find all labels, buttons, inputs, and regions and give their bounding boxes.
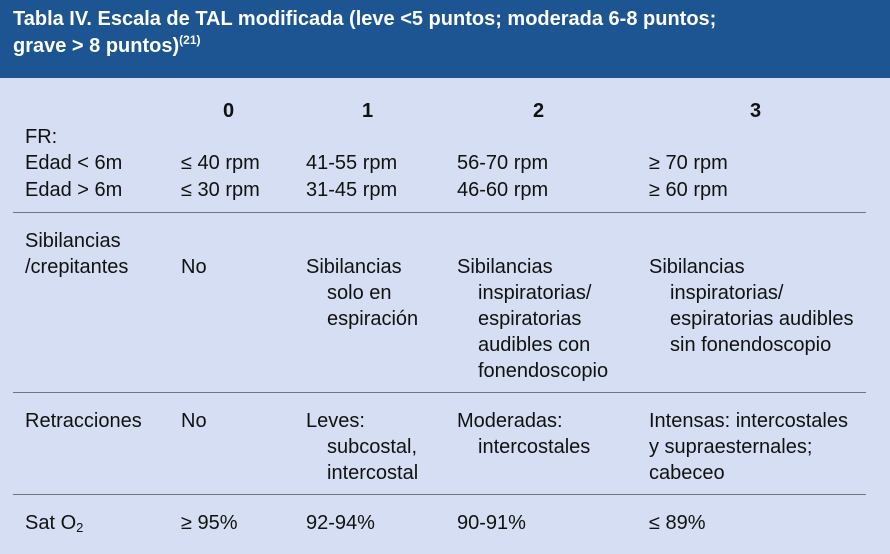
title-line-2: grave > 8 puntos)(21): [13, 33, 201, 57]
sib-cell: Sibilancias inspiratorias/ espiratorias …: [649, 256, 854, 356]
fr-cell: 46-60 rpm: [457, 179, 549, 201]
sib-cell: Sibilancias solo en espiración: [306, 256, 419, 330]
ret-cell: Intensas: intercostales y supraesternale…: [649, 410, 848, 484]
title-line-1: Tabla IV. Escala de TAL modificada (leve…: [13, 8, 717, 30]
ret-cell: No: [181, 410, 207, 432]
fr-row-label: Edad < 6m: [25, 152, 123, 174]
col-header-0: 0: [223, 100, 235, 122]
sib-cell: No: [181, 256, 207, 278]
fr-cell: ≤ 40 rpm: [181, 152, 260, 174]
sat-cell: 90-91%: [457, 512, 526, 534]
col-header-2: 2: [533, 100, 545, 122]
reference-number: (21): [179, 33, 201, 47]
fr-cell: ≤ 30 rpm: [181, 179, 260, 201]
fr-cell: ≥ 70 rpm: [649, 152, 728, 174]
sat-cell: ≤ 89%: [649, 512, 706, 534]
col-header-1: 1: [362, 100, 374, 122]
sat-cell: ≥ 95%: [181, 512, 238, 534]
fr-cell: ≥ 60 rpm: [649, 179, 728, 201]
fr-cell: 41-55 rpm: [306, 152, 398, 174]
divider: [13, 494, 866, 495]
table-body: 0 1 2 3 FR: Edad < 6m ≤ 40 rpm 41-55 rpm…: [0, 78, 890, 554]
ret-cell: Leves: subcostal, intercostal: [306, 410, 419, 484]
sat-cell: 92-94%: [306, 512, 375, 534]
ret-cell: Moderadas: intercostales: [457, 410, 591, 458]
fr-cell: 31-45 rpm: [306, 179, 398, 201]
row-label-retracciones: Retracciones: [25, 410, 142, 432]
sib-cell: Sibilancias inspiratorias/ espiratorias …: [457, 256, 609, 382]
row-label-sibilancias: Sibilancias /crepitantes: [25, 230, 129, 278]
divider: [13, 392, 866, 393]
table-title: Tabla IV. Escala de TAL modificada (leve…: [0, 0, 890, 78]
divider: [13, 212, 866, 213]
row-label-sat: Sat O2: [25, 512, 84, 535]
col-header-3: 3: [750, 100, 762, 122]
fr-row-label: Edad > 6m: [25, 179, 123, 201]
fr-label: FR:: [25, 126, 58, 148]
fr-cell: 56-70 rpm: [457, 152, 549, 174]
